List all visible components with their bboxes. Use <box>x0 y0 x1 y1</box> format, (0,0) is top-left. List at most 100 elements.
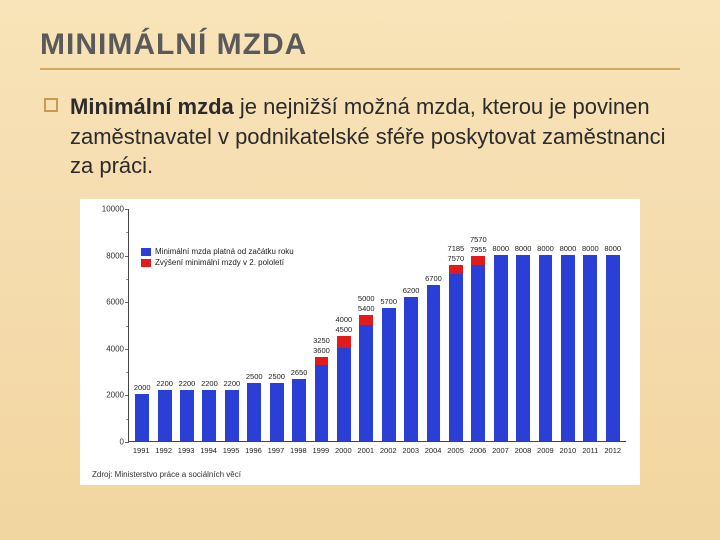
bar-seg-blue <box>382 308 396 441</box>
y-tick-label: 8000 <box>106 251 124 260</box>
x-tick-label: 1994 <box>197 442 219 464</box>
bar-col: 6700 <box>422 209 444 441</box>
bar-value-label: 8000 <box>604 244 621 253</box>
bar-col: 8000 <box>490 209 512 441</box>
bar-col: 8000 <box>557 209 579 441</box>
chart-source: Zdroj: Ministerstvo práce a sociálních v… <box>92 470 628 479</box>
y-tick-label: 4000 <box>106 344 124 353</box>
bar-col: 2200 <box>221 209 243 441</box>
bar-value-label: 2200 <box>179 379 196 388</box>
bar-seg-blue <box>516 255 530 441</box>
bars-container: 2000220022002200220025002500265036003250… <box>129 209 626 441</box>
bar-secondary-label: 3250 <box>313 336 330 345</box>
bar-value-label: 2200 <box>223 379 240 388</box>
x-tick-label: 1996 <box>242 442 264 464</box>
x-tick-label: 2012 <box>602 442 624 464</box>
bar-col: 2650 <box>288 209 310 441</box>
bar-value-label: 8000 <box>537 244 554 253</box>
x-tick-label: 2010 <box>557 442 579 464</box>
bar-seg-blue <box>606 255 620 441</box>
bar-col: 36003250 <box>310 209 332 441</box>
bar-seg-blue <box>247 383 261 441</box>
bar-col: 54005000 <box>355 209 377 441</box>
bar-col: 2000 <box>131 209 153 441</box>
bar-seg-blue <box>292 379 306 441</box>
bar-value-label: 8000 <box>582 244 599 253</box>
bar-secondary-label: 7570 <box>470 235 487 244</box>
x-tick-label: 1992 <box>152 442 174 464</box>
bar-seg-blue <box>337 348 351 441</box>
y-axis: 0200040006000800010000 <box>92 209 126 442</box>
bar-col: 5700 <box>377 209 399 441</box>
bar-seg-blue <box>583 255 597 441</box>
bar-value-label: 8000 <box>492 244 509 253</box>
x-tick-label: 2006 <box>467 442 489 464</box>
bar-seg-red <box>337 336 351 348</box>
bar-seg-blue <box>404 297 418 441</box>
plot-area: Minimální mzda platná od začátku roku Zv… <box>128 209 626 442</box>
bar-value-label: 8000 <box>515 244 532 253</box>
y-tick-label: 6000 <box>106 298 124 307</box>
bar-value-label: 4500 <box>336 325 353 334</box>
x-axis: 1991199219931994199519961997199819992000… <box>128 442 626 464</box>
bar-col: 2200 <box>153 209 175 441</box>
bar-col: 8000 <box>579 209 601 441</box>
bar-seg-blue <box>427 285 441 441</box>
bar-seg-blue <box>449 274 463 441</box>
x-tick-label: 2007 <box>489 442 511 464</box>
body-bold: Minimální mzda <box>70 94 234 119</box>
bar-value-label: 2650 <box>291 368 308 377</box>
x-tick-label: 1993 <box>175 442 197 464</box>
bar-seg-blue <box>494 255 508 441</box>
x-tick-label: 2000 <box>332 442 354 464</box>
x-tick-label: 2009 <box>534 442 556 464</box>
bar-col: 79557570 <box>467 209 489 441</box>
x-tick-label: 1998 <box>287 442 309 464</box>
x-tick-label: 1991 <box>130 442 152 464</box>
bar-col: 8000 <box>512 209 534 441</box>
bar-seg-blue <box>180 390 194 441</box>
x-tick-label: 2011 <box>579 442 601 464</box>
bar-col: 2200 <box>198 209 220 441</box>
bar-col: 8000 <box>602 209 624 441</box>
y-tick-label: 0 <box>120 438 124 447</box>
bar-secondary-label: 4000 <box>336 315 353 324</box>
y-tick-label: 10000 <box>102 205 124 214</box>
x-tick-label: 2004 <box>422 442 444 464</box>
x-tick-label: 2002 <box>377 442 399 464</box>
bar-value-label: 6200 <box>403 286 420 295</box>
bar-seg-blue <box>359 325 373 442</box>
bar-seg-blue <box>539 255 553 441</box>
bar-value-label: 2200 <box>201 379 218 388</box>
bar-value-label: 5400 <box>358 304 375 313</box>
x-tick-label: 1995 <box>220 442 242 464</box>
bar-seg-red <box>471 256 485 265</box>
bar-seg-blue <box>315 365 329 441</box>
bar-secondary-label: 5000 <box>358 294 375 303</box>
bar-col: 8000 <box>534 209 556 441</box>
bar-col: 45004000 <box>333 209 355 441</box>
bar-seg-blue <box>471 265 485 441</box>
bar-value-label: 5700 <box>380 297 397 306</box>
body-text: Minimální mzda je nejnižší možná mzda, k… <box>70 92 676 181</box>
bar-seg-blue <box>270 383 284 441</box>
bar-value-label: 2000 <box>134 383 151 392</box>
bar-value-label: 7570 <box>448 254 465 263</box>
bar-col: 6200 <box>400 209 422 441</box>
bar-seg-red <box>449 265 463 274</box>
bar-value-label: 2500 <box>246 372 263 381</box>
bar-seg-red <box>359 315 373 324</box>
bar-seg-blue <box>561 255 575 441</box>
bar-seg-blue <box>135 394 149 441</box>
bar-value-label: 2500 <box>268 372 285 381</box>
bar-seg-red <box>315 357 329 365</box>
bar-col: 2500 <box>243 209 265 441</box>
bar-value-label: 8000 <box>560 244 577 253</box>
x-tick-label: 2001 <box>355 442 377 464</box>
bar-secondary-label: 7185 <box>448 244 465 253</box>
x-tick-label: 2003 <box>399 442 421 464</box>
bar-col: 2200 <box>176 209 198 441</box>
x-tick-label: 2005 <box>444 442 466 464</box>
bar-seg-blue <box>202 390 216 441</box>
bar-seg-blue <box>225 390 239 441</box>
